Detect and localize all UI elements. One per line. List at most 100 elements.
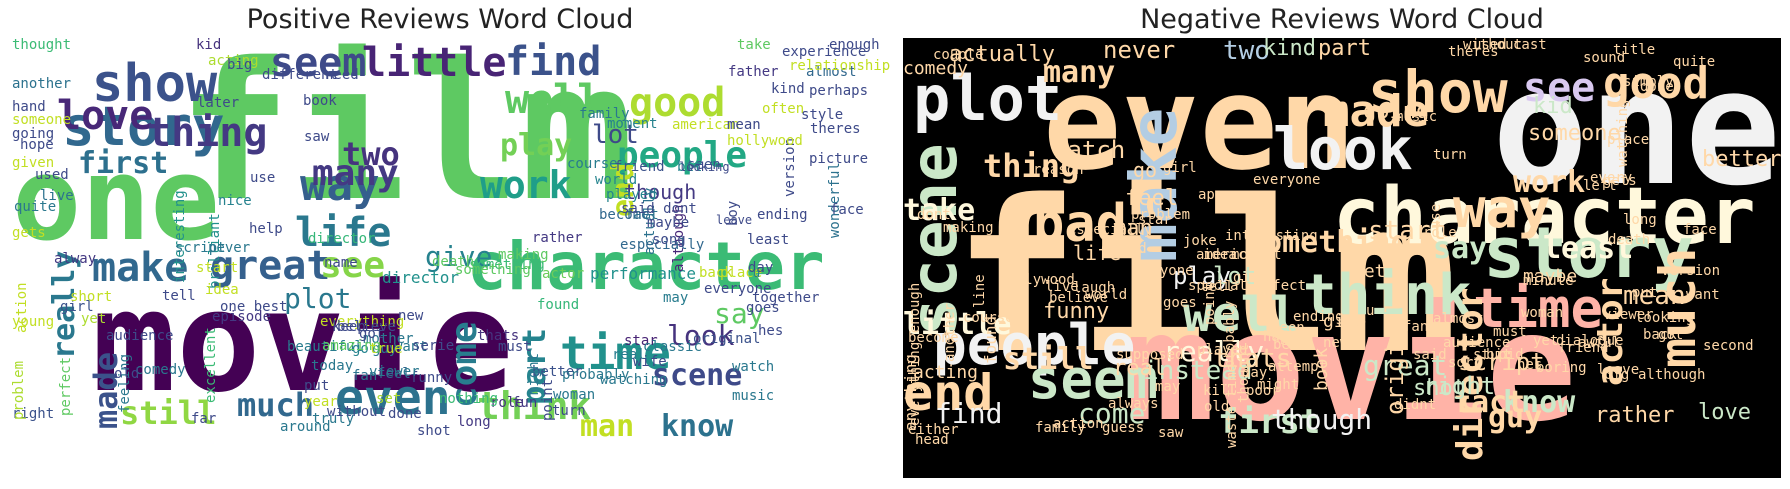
negative-word-although: although <box>1638 367 1706 383</box>
positive-word-guy: guy <box>372 341 398 357</box>
positive-word-moment: moment <box>607 116 658 132</box>
negative-word-film: film <box>953 155 1459 400</box>
negative-word-goes: goes <box>1163 295 1197 311</box>
positive-word-everyone: everyone <box>704 281 772 297</box>
negative-word-old: old <box>1204 399 1230 415</box>
positive-word-often: often <box>762 101 805 117</box>
negative-word-two: two <box>1223 38 1270 66</box>
positive-word-feel: feel <box>377 366 411 382</box>
negative-word-fact: fact <box>1453 385 1526 420</box>
positive-word-lot: lot <box>592 120 639 150</box>
positive-word-seem: seem <box>270 40 367 86</box>
negative-word-didnt: didnt <box>1394 397 1437 413</box>
positive-word-give: give <box>425 240 493 273</box>
positive-word-actor: actor <box>542 266 585 282</box>
negative-word-american: american <box>1196 247 1264 263</box>
positive-word-problem: problem <box>12 360 27 420</box>
negative-word-least: least <box>1543 231 1634 266</box>
negative-word-know: know <box>1503 385 1576 420</box>
negative-word-used: used <box>1473 38 1507 53</box>
negative-word-first: first <box>1218 402 1321 442</box>
negative-word-thing: thing <box>983 147 1080 185</box>
negative-word-comedy: comedy <box>903 58 969 79</box>
positive-word-little: little <box>362 40 507 86</box>
negative-word-kind: kind <box>1263 38 1316 61</box>
negative-word-may: may <box>1155 379 1181 395</box>
negative-word-life: life <box>1073 241 1122 265</box>
negative-word-shot: shot <box>1413 376 1466 401</box>
negative-word-leave: leave <box>1597 362 1640 378</box>
negative-word-seen: seen <box>1271 320 1305 336</box>
negative-word-one: one <box>1492 38 1781 221</box>
positive-word-friend: friend <box>614 159 665 175</box>
negative-word-awful: awful <box>1578 335 1621 351</box>
negative-word-live: live <box>1045 279 1079 295</box>
negative-word-seem: seem <box>1028 348 1159 411</box>
negative-word-way: way <box>1453 177 1551 240</box>
negative-word-find: find <box>935 397 1003 430</box>
positive-word-family: family <box>579 106 630 122</box>
negative-word-death: death <box>1608 232 1651 248</box>
positive-word-today: today <box>311 358 354 374</box>
negative-word-become: become <box>908 330 959 346</box>
negative-word-given: given <box>1233 270 1276 286</box>
positive-word-ending: ending <box>757 207 808 223</box>
positive-word-death: death <box>432 254 475 270</box>
positive-word-viewer: viewer <box>369 364 420 380</box>
negative-word-instead: instead <box>1143 356 1253 386</box>
positive-word-hollywood: hollywood <box>727 133 803 149</box>
positive-word-place: place <box>720 265 763 281</box>
positive-word-look: look <box>667 319 735 352</box>
positive-word-hes: hes <box>758 323 784 339</box>
negative-word-gets: gets <box>1603 173 1637 189</box>
positive-word-want: want <box>394 339 428 355</box>
negative-word-going: going <box>1363 99 1430 124</box>
negative-word-made: made <box>1323 86 1429 137</box>
negative-word-set: set <box>1353 261 1386 282</box>
positive-word-fun: fun <box>512 395 538 411</box>
negative-word-hes: hes <box>1517 357 1543 373</box>
positive-word-perhaps: perhaps <box>809 83 869 99</box>
positive-word-big: big <box>227 57 253 73</box>
negative-word-course: course <box>963 310 1014 326</box>
positive-word-might: might <box>526 352 542 395</box>
positive-word-new: new <box>398 308 424 324</box>
positive-word-young: young <box>12 314 55 330</box>
negative-word-something: something <box>1246 225 1409 260</box>
negative-word-dialogue: dialogue <box>1556 333 1624 349</box>
negative-word-second: second <box>1703 338 1754 354</box>
positive-word-watch: watch <box>732 359 775 375</box>
positive-word-course: course <box>567 156 618 172</box>
negative-word-go: go <box>1133 158 1158 182</box>
negative-word-even: even <box>1043 47 1357 199</box>
positive-word-thought: thought <box>12 38 72 53</box>
positive-word-later: later <box>197 95 240 111</box>
negative-word-quite: quite <box>1673 54 1716 70</box>
positive-word-character: character <box>467 228 825 305</box>
positive-word-funny: funny <box>410 370 453 386</box>
positive-word-much: much <box>237 386 315 424</box>
negative-word-right: right <box>1423 372 1496 400</box>
positive-word-well: well <box>505 77 602 123</box>
positive-word-around: around <box>280 419 331 435</box>
negative-word-especially: especially <box>1068 222 1153 238</box>
positive-word-long: long <box>457 414 491 430</box>
positive-word-film: film <box>177 38 635 243</box>
positive-word-excellent: excellent <box>203 327 219 403</box>
positive-word-idea: idea <box>205 282 239 298</box>
positive-word-least: least <box>747 232 790 248</box>
positive-word-audience: audience <box>106 328 174 344</box>
negative-word-look: look <box>1273 115 1413 183</box>
negative-word-attempt: attempt <box>1268 359 1328 375</box>
positive-word-enough: enough <box>829 38 880 53</box>
positive-word-story: story <box>62 95 225 158</box>
positive-word-nothing: nothing <box>439 391 499 407</box>
negative-word-man: man <box>1113 216 1153 241</box>
negative-word-work: work <box>1513 165 1586 200</box>
positive-word-almost: almost <box>806 64 857 80</box>
positive-word-make: make <box>92 245 189 291</box>
positive-word-back: back <box>699 265 733 281</box>
negative-word-play: play <box>1173 262 1231 290</box>
positive-word-father: father <box>728 64 779 80</box>
negative-word-version: version <box>1661 263 1721 279</box>
